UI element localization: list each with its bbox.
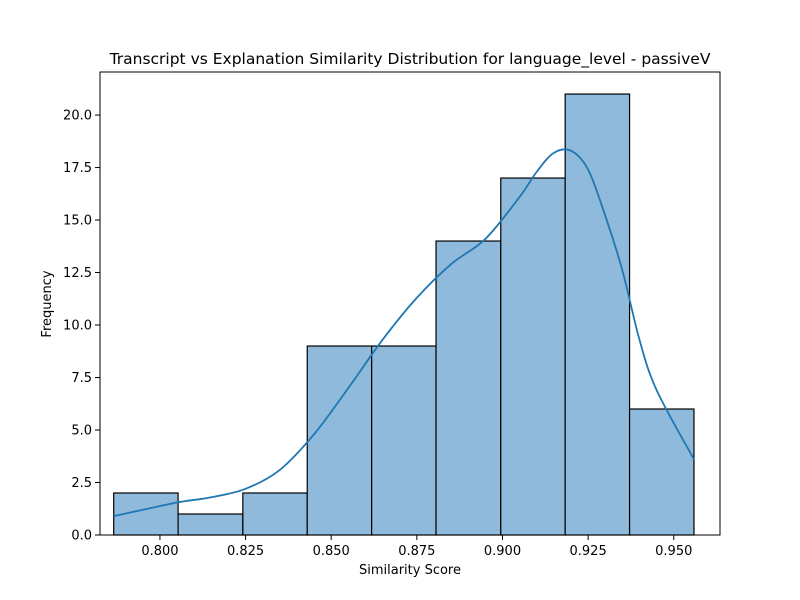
histogram-bar-5 bbox=[371, 345, 437, 536]
y-tick-label: 20.0 bbox=[63, 109, 92, 124]
y-tick-label: 17.5 bbox=[63, 161, 92, 176]
x-tick-label: 0.800 bbox=[141, 544, 178, 559]
chart-title: Transcript vs Explanation Similarity Dis… bbox=[109, 50, 711, 69]
histogram-bar-3 bbox=[242, 492, 308, 536]
y-tick-label: 2.5 bbox=[71, 476, 92, 491]
bars-group bbox=[113, 93, 695, 536]
x-axis-label: Similarity Score bbox=[359, 563, 461, 578]
x-axis: 0.800 0.825 0.850 0.875 0.900 0.925 0.950 bbox=[141, 535, 692, 559]
x-tick-label: 0.875 bbox=[398, 544, 435, 559]
histogram-bar-9 bbox=[628, 408, 695, 536]
histogram-bar-2 bbox=[177, 513, 244, 536]
y-tick-label: 5.0 bbox=[71, 424, 92, 439]
x-tick-label: 0.850 bbox=[313, 544, 350, 559]
y-tick-label: 7.5 bbox=[71, 371, 92, 386]
x-tick-label: 0.825 bbox=[227, 544, 264, 559]
plot-frame bbox=[99, 71, 721, 536]
kde-line bbox=[113, 148, 695, 517]
y-axis-label: Frequency bbox=[40, 270, 55, 337]
histogram-bar-8 bbox=[564, 93, 631, 536]
y-tick-label: 0.0 bbox=[71, 529, 92, 544]
x-tick-label: 0.925 bbox=[570, 544, 607, 559]
x-tick-label: 0.900 bbox=[484, 544, 521, 559]
histogram-bar-6 bbox=[435, 240, 502, 536]
y-tick-label: 15.0 bbox=[63, 214, 92, 229]
histogram-bar-4 bbox=[306, 345, 373, 536]
y-axis: 0.0 2.5 5.0 7.5 10.0 12.5 15.0 17.5 20.0 bbox=[63, 109, 100, 544]
y-tick-label: 10.0 bbox=[63, 319, 92, 334]
x-tick-label: 0.950 bbox=[655, 544, 692, 559]
histogram-bar-7 bbox=[500, 177, 566, 536]
y-tick-label: 12.5 bbox=[63, 266, 92, 281]
